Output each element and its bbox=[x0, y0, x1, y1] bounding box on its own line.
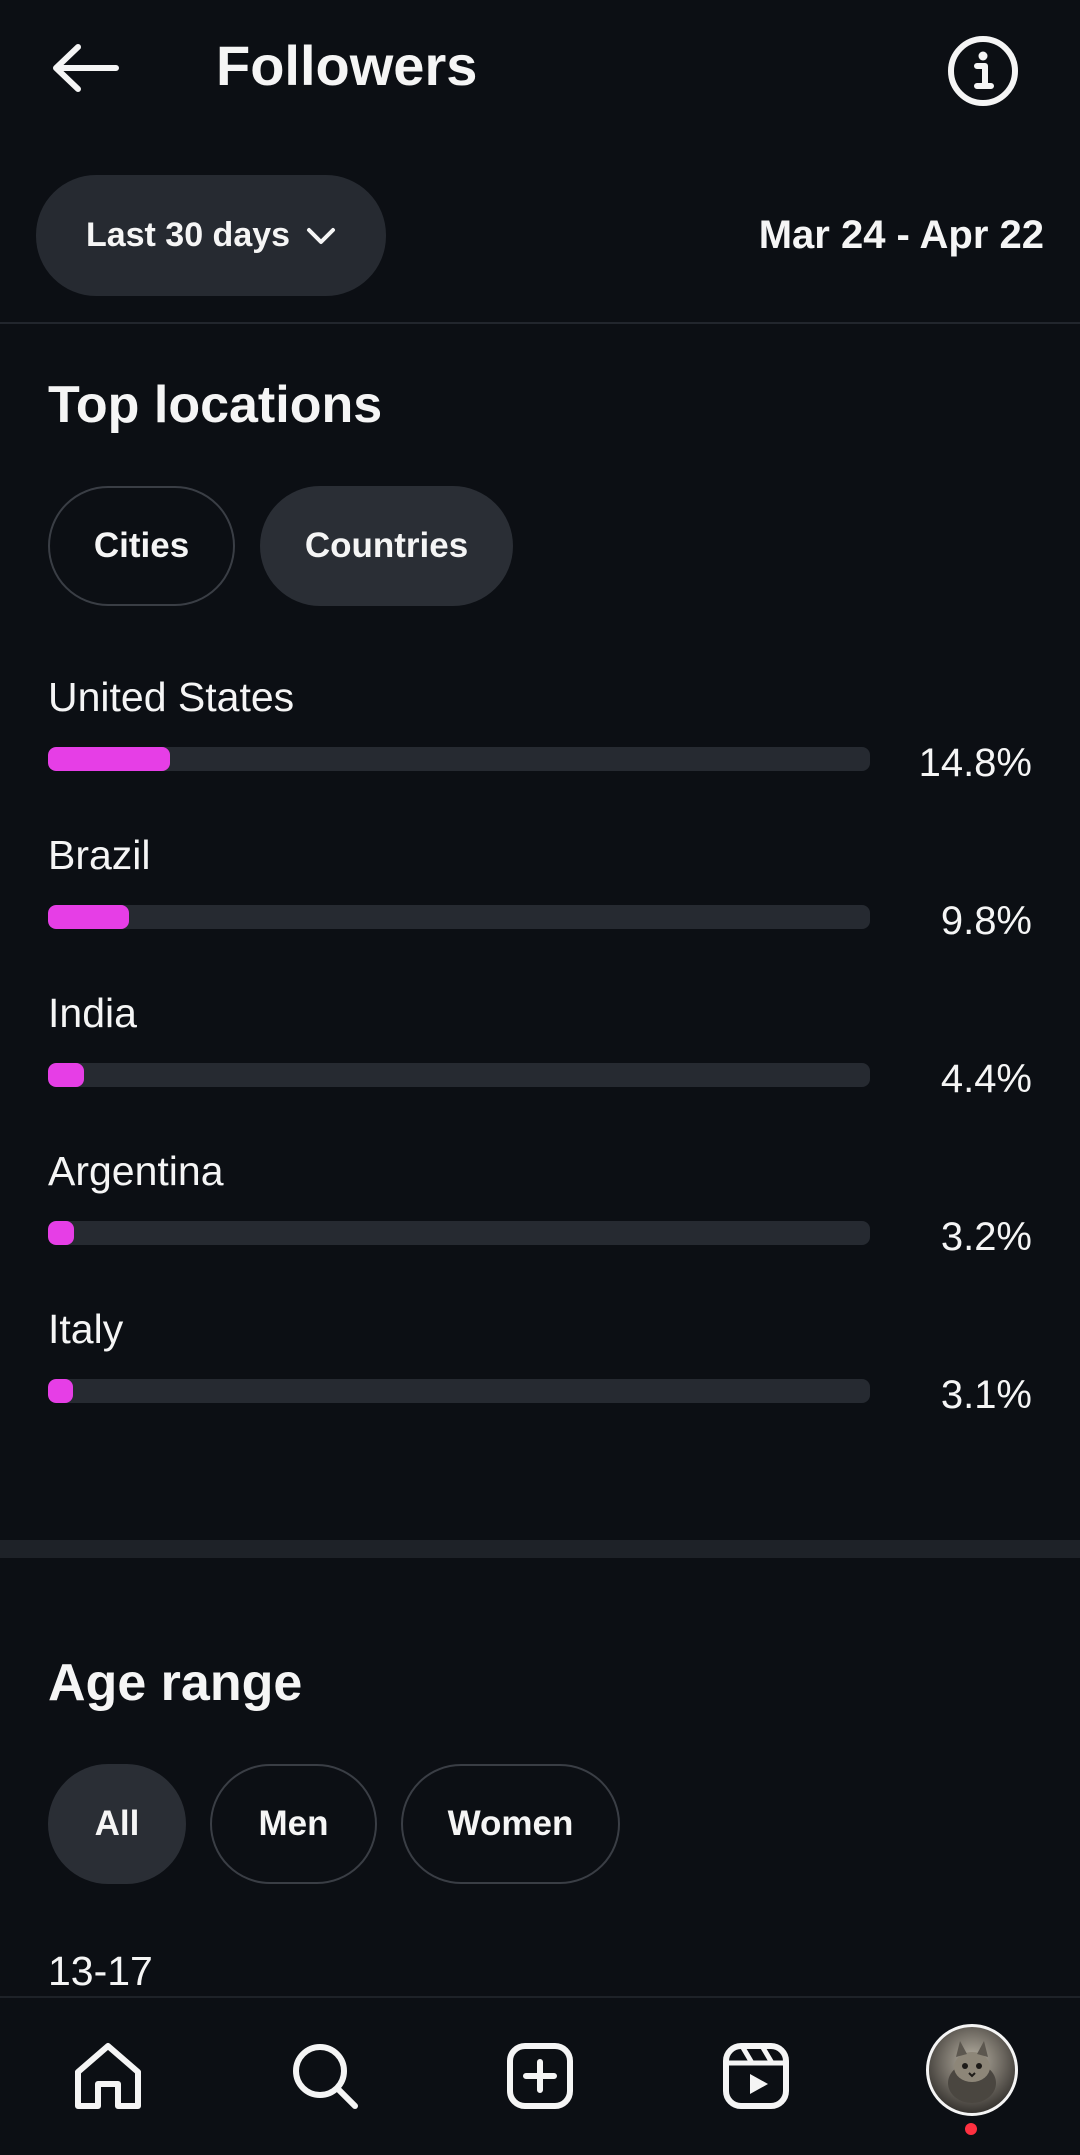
profile-avatar[interactable] bbox=[926, 2024, 1018, 2116]
nav-create[interactable] bbox=[490, 2026, 590, 2126]
age-range-tabs: All Men Women bbox=[0, 1764, 1080, 1886]
location-name: Italy bbox=[48, 1306, 124, 1352]
tab-women[interactable]: Women bbox=[401, 1764, 620, 1884]
divider bbox=[0, 322, 1080, 324]
age-bucket-label: 13-17 bbox=[48, 1948, 153, 1994]
location-row: Argentina 3.2% bbox=[0, 1139, 1080, 1297]
chevron-down-icon bbox=[307, 227, 336, 244]
tab-all[interactable]: All bbox=[48, 1764, 186, 1884]
top-locations-title: Top locations bbox=[48, 376, 383, 434]
tab-cities[interactable]: Cities bbox=[48, 486, 235, 606]
back-arrow-icon bbox=[53, 43, 119, 92]
location-name: Argentina bbox=[48, 1148, 224, 1194]
tab-men[interactable]: Men bbox=[210, 1764, 377, 1884]
nav-home[interactable] bbox=[58, 2026, 158, 2126]
date-range-dropdown[interactable]: Last 30 days bbox=[36, 175, 386, 296]
location-percent: 4.4% bbox=[940, 1057, 1032, 1101]
tab-countries[interactable]: Countries bbox=[260, 486, 513, 606]
location-row: India 4.4% bbox=[0, 981, 1080, 1139]
reels-icon bbox=[723, 2043, 789, 2109]
location-bar-fill bbox=[48, 905, 129, 929]
section-divider bbox=[0, 1540, 1080, 1558]
notification-dot bbox=[965, 2123, 977, 2135]
location-bar-track bbox=[48, 1379, 870, 1403]
location-bar-track bbox=[48, 905, 870, 929]
location-row: Brazil 9.8% bbox=[0, 823, 1080, 981]
location-percent: 3.1% bbox=[940, 1373, 1032, 1417]
location-row: Italy 3.1% bbox=[0, 1297, 1080, 1455]
location-percent: 14.8% bbox=[918, 741, 1032, 785]
location-tabs: Cities Countries bbox=[0, 486, 1080, 608]
search-icon bbox=[293, 2044, 358, 2109]
date-range-dropdown-label: Last 30 days bbox=[85, 216, 291, 254]
location-bar-track bbox=[48, 747, 870, 771]
bottom-nav bbox=[0, 1996, 1080, 2155]
location-row: United States 14.8% bbox=[0, 665, 1080, 823]
location-percent: 9.8% bbox=[940, 899, 1032, 943]
location-bar-fill bbox=[48, 747, 170, 771]
date-range-text: Mar 24 - Apr 22 bbox=[758, 213, 1044, 257]
avatar-image bbox=[948, 2041, 996, 2103]
location-bar-fill bbox=[48, 1221, 75, 1245]
location-bar-track bbox=[48, 1063, 870, 1087]
info-button[interactable] bbox=[940, 28, 1026, 114]
location-name: United States bbox=[48, 674, 295, 720]
nav-reels[interactable] bbox=[706, 2026, 806, 2126]
tab-women-label: Women bbox=[447, 1804, 574, 1843]
tab-cities-label: Cities bbox=[93, 526, 190, 565]
app-header: Followers bbox=[0, 0, 1080, 135]
age-range-title: Age range bbox=[48, 1654, 303, 1712]
tab-all-label: All bbox=[94, 1804, 140, 1843]
create-icon bbox=[507, 2043, 573, 2109]
page-title: Followers bbox=[216, 34, 478, 97]
location-bar-fill bbox=[48, 1063, 85, 1087]
home-icon bbox=[75, 2043, 141, 2109]
location-bar-fill bbox=[48, 1379, 74, 1403]
back-button[interactable] bbox=[40, 30, 130, 105]
location-name: Brazil bbox=[48, 832, 151, 878]
tab-men-label: Men bbox=[258, 1804, 329, 1843]
location-percent: 3.2% bbox=[940, 1215, 1032, 1259]
info-icon bbox=[948, 36, 1018, 106]
nav-search[interactable] bbox=[275, 2026, 375, 2126]
date-filter-row: Last 30 days Mar 24 - Apr 22 bbox=[0, 175, 1080, 297]
location-bar-track bbox=[48, 1221, 870, 1245]
location-name: India bbox=[48, 990, 137, 1036]
tab-countries-label: Countries bbox=[304, 526, 469, 565]
